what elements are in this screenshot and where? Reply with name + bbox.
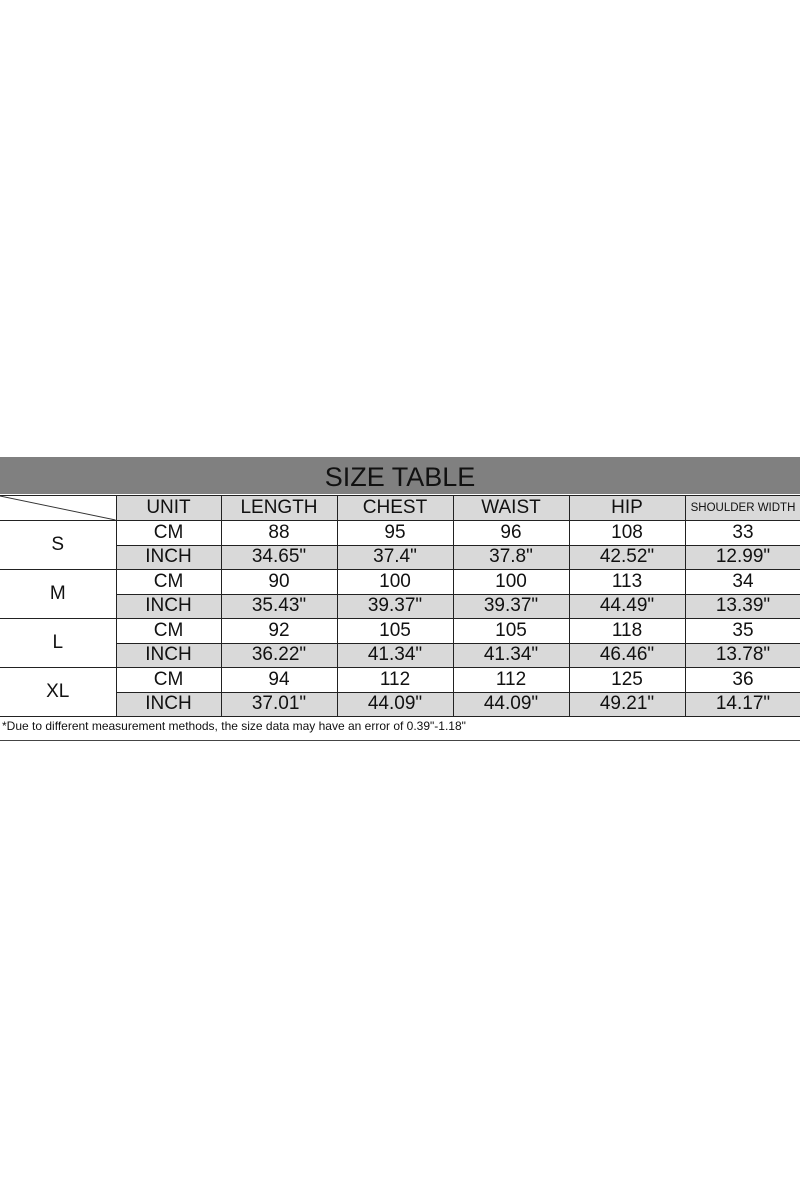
corner-cell (0, 495, 117, 521)
column-header: SHOULDER WIDTH (684, 495, 800, 521)
table-row: INCH 37.01" 44.09" 44.09" 49.21" 14.17" (0, 691, 800, 717)
value-cell: 35 (684, 618, 800, 644)
header-row: UNIT LENGTH CHEST WAIST HIP SHOULDER WID… (0, 495, 800, 521)
unit-cell: INCH (115, 544, 222, 570)
value-cell: 100 (336, 569, 454, 595)
value-cell: 118 (568, 618, 686, 644)
value-cell: 37.4" (336, 544, 454, 570)
unit-cell: CM (115, 667, 222, 693)
value-cell: 88 (220, 520, 338, 546)
value-cell: 13.39" (684, 593, 800, 619)
table-row: XL CM 94 112 112 125 36 (0, 667, 800, 717)
table-row: INCH 36.22" 41.34" 41.34" 46.46" 13.78" (0, 642, 800, 668)
value-cell: 108 (568, 520, 686, 546)
value-cell: 44.09" (452, 691, 570, 717)
value-cell: 125 (568, 667, 686, 693)
size-table-title: SIZE TABLE (0, 457, 800, 494)
size-label: M (0, 569, 117, 619)
size-label: L (0, 618, 117, 668)
value-cell: 42.52" (568, 544, 686, 570)
value-cell: 13.78" (684, 642, 800, 668)
value-cell: 105 (452, 618, 570, 644)
value-cell: 37.8" (452, 544, 570, 570)
unit-cell: CM (115, 520, 222, 546)
value-cell: 44.49" (568, 593, 686, 619)
size-label: S (0, 520, 117, 570)
unit-cell: CM (115, 618, 222, 644)
value-cell: 112 (452, 667, 570, 693)
value-cell: 39.37" (452, 593, 570, 619)
value-cell: 36 (684, 667, 800, 693)
value-cell: 34 (684, 569, 800, 595)
value-cell: 96 (452, 520, 570, 546)
value-cell: 37.01" (220, 691, 338, 717)
unit-cell: INCH (115, 691, 222, 717)
value-cell: 41.34" (452, 642, 570, 668)
value-cell: 95 (336, 520, 454, 546)
value-cell: 34.65" (220, 544, 338, 570)
value-cell: 100 (452, 569, 570, 595)
column-header: UNIT (115, 495, 222, 521)
unit-cell: INCH (115, 593, 222, 619)
value-cell: 105 (336, 618, 454, 644)
value-cell: 112 (336, 667, 454, 693)
value-cell: 113 (568, 569, 686, 595)
value-cell: 33 (684, 520, 800, 546)
divider (0, 740, 800, 741)
value-cell: 14.17" (684, 691, 800, 717)
value-cell: 46.46" (568, 642, 686, 668)
value-cell: 36.22" (220, 642, 338, 668)
column-header: LENGTH (220, 495, 338, 521)
table-row: M CM 90 100 100 113 34 (0, 569, 800, 619)
table-row: S CM 88 95 96 108 33 (0, 520, 800, 570)
value-cell: 12.99" (684, 544, 800, 570)
table-row: INCH 34.65" 37.4" 37.8" 42.52" 12.99" (0, 544, 800, 570)
column-header: CHEST (336, 495, 454, 521)
measurement-note: *Due to different measurement methods, t… (2, 719, 466, 733)
table-row: INCH 35.43" 39.37" 39.37" 44.49" 13.39" (0, 593, 800, 619)
value-cell: 41.34" (336, 642, 454, 668)
value-cell: 39.37" (336, 593, 454, 619)
column-header: WAIST (452, 495, 570, 521)
value-cell: 90 (220, 569, 338, 595)
size-table: UNIT LENGTH CHEST WAIST HIP SHOULDER WID… (0, 495, 800, 717)
value-cell: 35.43" (220, 593, 338, 619)
unit-cell: CM (115, 569, 222, 595)
value-cell: 44.09" (336, 691, 454, 717)
column-header: HIP (568, 495, 686, 521)
table-row: L CM 92 105 105 118 35 (0, 618, 800, 668)
value-cell: 49.21" (568, 691, 686, 717)
value-cell: 94 (220, 667, 338, 693)
unit-cell: INCH (115, 642, 222, 668)
size-label: XL (0, 667, 117, 717)
value-cell: 92 (220, 618, 338, 644)
diagonal-line (0, 496, 115, 520)
